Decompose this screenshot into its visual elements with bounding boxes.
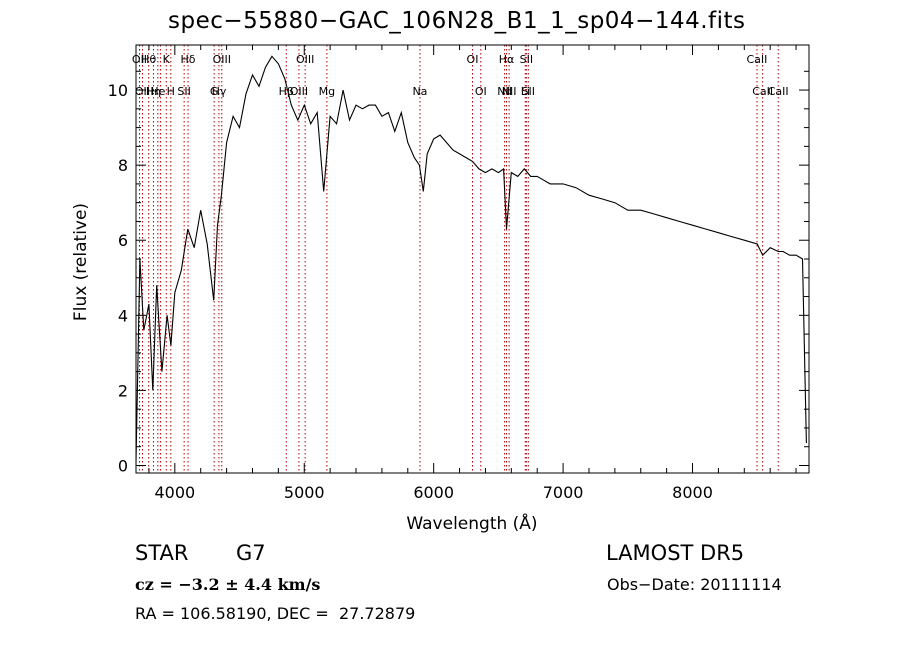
- line-label-top: Hθ: [141, 53, 156, 66]
- y-tick-label: 2: [118, 381, 128, 400]
- y-tick-label: 0: [118, 456, 128, 475]
- line-label-top: SII: [520, 53, 533, 66]
- x-tick-label: 6000: [413, 483, 454, 502]
- redshift-label: cz = −3.2 ± 4.4 km/s: [135, 575, 321, 594]
- line-label-top: OIII: [213, 53, 231, 66]
- y-tick-label: 8: [118, 156, 128, 175]
- obs-date-label: Obs−Date: 20111114: [607, 575, 782, 594]
- spectrum-line: [135, 55, 807, 462]
- y-tick-label: 10: [108, 81, 128, 100]
- line-label-bottom: Mg: [319, 85, 335, 98]
- line-label-bottom: CaII: [768, 85, 789, 98]
- line-label-bottom: G: [210, 85, 219, 98]
- object-class: STAR: [135, 541, 189, 565]
- line-label-bottom: SII: [177, 85, 190, 98]
- line-label-bottom: H: [167, 85, 175, 98]
- line-label-bottom: Hγ: [212, 85, 227, 98]
- line-label-bottom: CaII: [752, 85, 773, 98]
- line-label-bottom: He: [150, 85, 165, 98]
- line-label-bottom: OI: [475, 85, 487, 98]
- line-label-top: Hα: [499, 53, 515, 66]
- line-label-top: K: [163, 53, 171, 66]
- line-label-top: OIII: [296, 53, 314, 66]
- y-axis-label: Flux (relative): [71, 203, 91, 321]
- line-label-bottom: NII: [497, 85, 512, 98]
- line-label-bottom: Li: [521, 85, 530, 98]
- x-axis-label: Wavelength (Å): [406, 512, 537, 534]
- line-label-bottom: Hη: [146, 85, 161, 98]
- y-axis-ticks: 0 2 4 6 8 10: [108, 70, 809, 475]
- line-label-bottom: NII: [502, 85, 517, 98]
- line-label-top: Hδ: [181, 53, 196, 66]
- line-label-bottom: Hβ: [279, 85, 294, 98]
- y-tick-label: 6: [118, 231, 128, 250]
- survey-label: LAMOST DR5: [606, 541, 745, 565]
- x-tick-label: 5000: [284, 483, 325, 502]
- x-tick-label: 4000: [154, 483, 195, 502]
- chart-title: spec−55880−GAC_106N28_B1_1_sp04−144.fits: [168, 8, 746, 34]
- x-axis-ticks: 4000 5000 6000 7000 8000: [148, 45, 797, 502]
- x-tick-label: 7000: [543, 483, 584, 502]
- line-label-bottom: SII: [522, 85, 535, 98]
- line-label-bottom: Na: [412, 85, 427, 98]
- coordinates-label: RA = 106.58190, DEC = 27.72879: [135, 604, 416, 623]
- line-label-top: CaII: [747, 53, 768, 66]
- line-label-bottom: OIII: [290, 85, 308, 98]
- x-tick-label: 8000: [672, 483, 713, 502]
- object-subclass: G7: [236, 541, 266, 565]
- line-label-top: OI: [467, 53, 479, 66]
- line-label-bottom: OII: [135, 85, 150, 98]
- emission-line-markers: [138, 45, 779, 473]
- y-tick-label: 4: [118, 306, 128, 325]
